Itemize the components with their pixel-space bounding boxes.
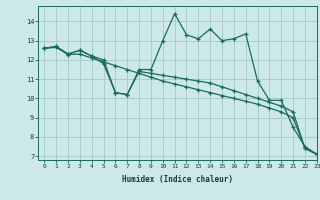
X-axis label: Humidex (Indice chaleur): Humidex (Indice chaleur) [122, 175, 233, 184]
